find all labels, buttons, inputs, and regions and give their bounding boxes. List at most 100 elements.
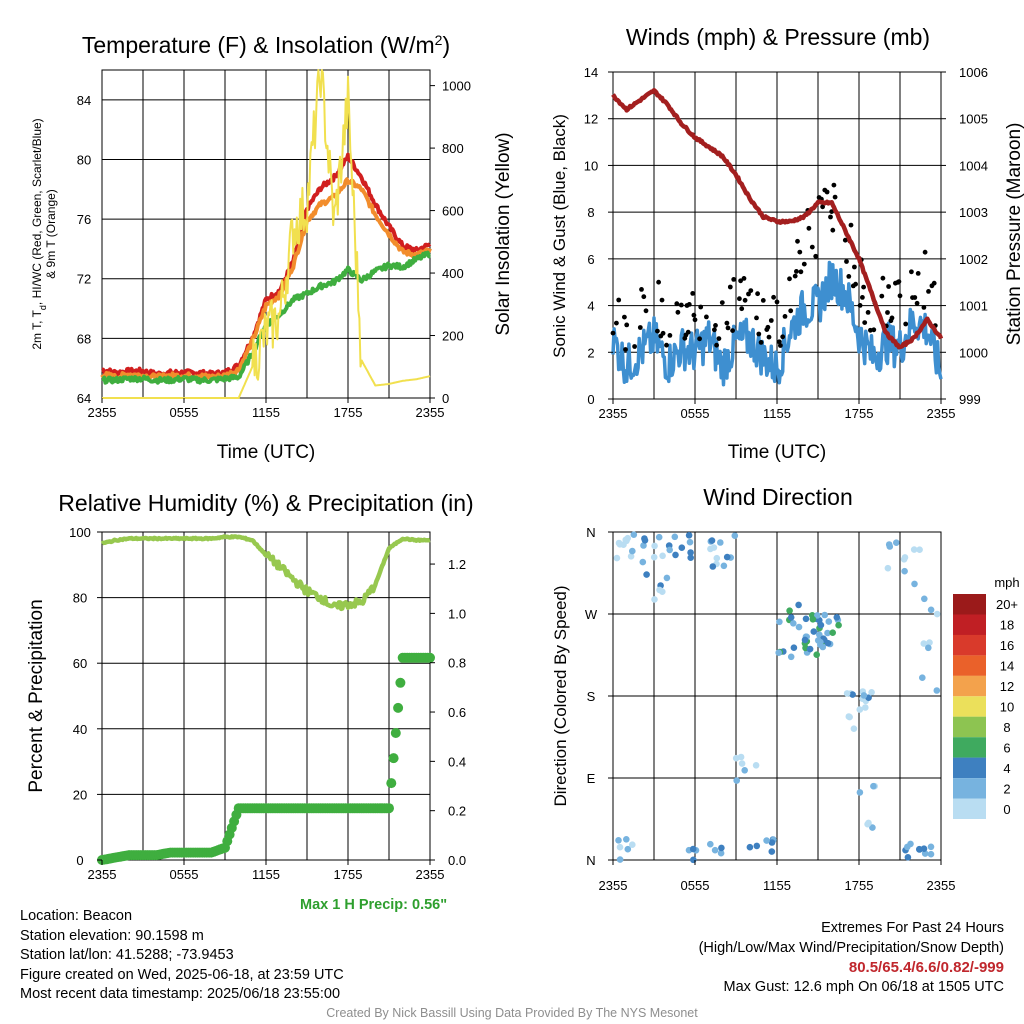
gust-point	[678, 302, 684, 308]
direction-point	[707, 840, 714, 848]
gust-point	[809, 244, 815, 250]
direction-point	[627, 553, 635, 560]
direction-y-axis-label: Direction (Colored By Speed)	[551, 585, 570, 806]
gust-point	[879, 293, 885, 299]
winds-panel: Winds (mph) & Pressure (mb) 0 2 4 6 8 10 12 14 9…	[550, 24, 1024, 463]
direction-point	[687, 554, 694, 561]
x-tick-label: 2355	[599, 878, 628, 893]
gust-point	[727, 284, 733, 290]
y-tick-label-left: 80	[73, 591, 87, 606]
precip-point	[390, 728, 401, 738]
gust-point	[903, 321, 909, 327]
direction-point	[689, 845, 697, 853]
direction-point	[624, 845, 632, 853]
colorbar-swatch	[953, 594, 986, 615]
gust-point	[739, 306, 745, 312]
station-latlon: Station lat/lon: 41.5288; -73.9453	[20, 947, 234, 963]
direction-point	[687, 549, 694, 556]
gust-point	[798, 269, 804, 275]
direction-point	[835, 621, 842, 629]
direction-point	[910, 546, 918, 553]
direction-point	[790, 644, 798, 651]
gust-point	[610, 330, 616, 336]
direction-point	[616, 856, 624, 863]
y-tick-label-right: 1000	[442, 79, 471, 94]
gust-point	[714, 342, 719, 348]
gust-point	[842, 237, 848, 243]
gust-point	[632, 344, 637, 349]
direction-point	[806, 645, 814, 653]
y-tick-label-left: 72	[77, 272, 91, 287]
extremes-title: Extremes For Past 24 Hours	[821, 920, 1004, 936]
humidity-chart-title: Relative Humidity (%) & Precipitation (i…	[58, 490, 473, 516]
gust-point	[787, 276, 792, 282]
gust-point	[616, 297, 622, 303]
direction-point	[860, 692, 868, 699]
y-tick-label-left: 64	[77, 391, 91, 406]
gust-point	[641, 294, 647, 300]
gust-point	[871, 327, 877, 333]
direction-point	[801, 636, 809, 644]
x-tick-label: 1155	[763, 406, 791, 421]
direction-point	[629, 547, 636, 555]
direction-point	[810, 628, 818, 635]
direction-point	[615, 837, 622, 844]
gust-point	[704, 314, 709, 320]
gust-point	[776, 339, 782, 345]
temperature-series	[100, 69, 432, 399]
direction-point	[865, 819, 872, 827]
gust-point	[698, 304, 704, 310]
humidity-panel: Relative Humidity (%) & Precipitation (i…	[26, 490, 474, 882]
gust-point	[853, 281, 858, 287]
series-line-4	[102, 69, 431, 399]
gust-point	[909, 269, 914, 275]
y-tick-label-left: 80	[77, 152, 91, 167]
winds-series	[610, 87, 944, 387]
extremes-subtitle: (High/Low/Max Wind/Precipitation/Snow De…	[698, 939, 1004, 956]
gust-point	[768, 318, 774, 323]
direction-point	[651, 596, 658, 603]
gust-point	[656, 279, 661, 285]
y-tick-label-right: 1002	[959, 252, 988, 267]
y-tick-label-left: 10	[584, 158, 598, 173]
direction-point	[920, 845, 928, 852]
gust-point	[931, 280, 937, 286]
colorbar-label: 6	[1003, 740, 1010, 755]
direction-point	[768, 848, 776, 855]
gust-point	[794, 269, 799, 274]
gust-point	[844, 259, 849, 264]
gust-point	[748, 288, 754, 293]
gust-point	[788, 308, 794, 314]
temperature-y-axis-label-left-line2: & 9m T (Orange)	[44, 189, 58, 279]
gust-point	[813, 253, 819, 259]
y-tick-label-right: 600	[442, 204, 464, 219]
direction-point	[813, 651, 820, 658]
direction-point	[795, 623, 803, 631]
y-tick-label-right: 1006	[959, 65, 988, 80]
gust-point	[754, 315, 759, 321]
x-tick-label: 2355	[88, 867, 117, 882]
y-tick-label-right: 0	[442, 391, 449, 406]
colorbar-swatch	[953, 675, 986, 697]
humidity-ticks: 0 20 40 60 80 100 0.0 0.2 0.4 0.6 0.8 1.0 1.2 2355 055…	[69, 525, 466, 882]
direction-point	[885, 541, 893, 548]
direction-panel: Wind Direction N E S W N 2355 0555 1155 1755 2355…	[551, 484, 1020, 893]
y-tick-label-left: 0	[587, 392, 594, 407]
gust-point	[643, 308, 649, 314]
precip-point	[384, 803, 394, 814]
y-tick-label-left: 100	[69, 525, 91, 540]
y-tick-label-left: 4	[587, 299, 594, 314]
direction-point	[884, 564, 892, 572]
x-tick-label: 1755	[845, 878, 874, 893]
y-tick-label-right: 400	[442, 266, 464, 281]
direction-point	[809, 616, 817, 623]
gust-point	[771, 294, 776, 300]
colorbar-label: 16	[1000, 638, 1014, 653]
temperature-grid	[102, 70, 430, 398]
x-tick-label: 2355	[416, 867, 445, 882]
y-tick-label-left: 14	[584, 65, 598, 80]
direction-point	[671, 533, 679, 541]
direction-point	[870, 782, 877, 790]
direction-point	[640, 542, 647, 549]
